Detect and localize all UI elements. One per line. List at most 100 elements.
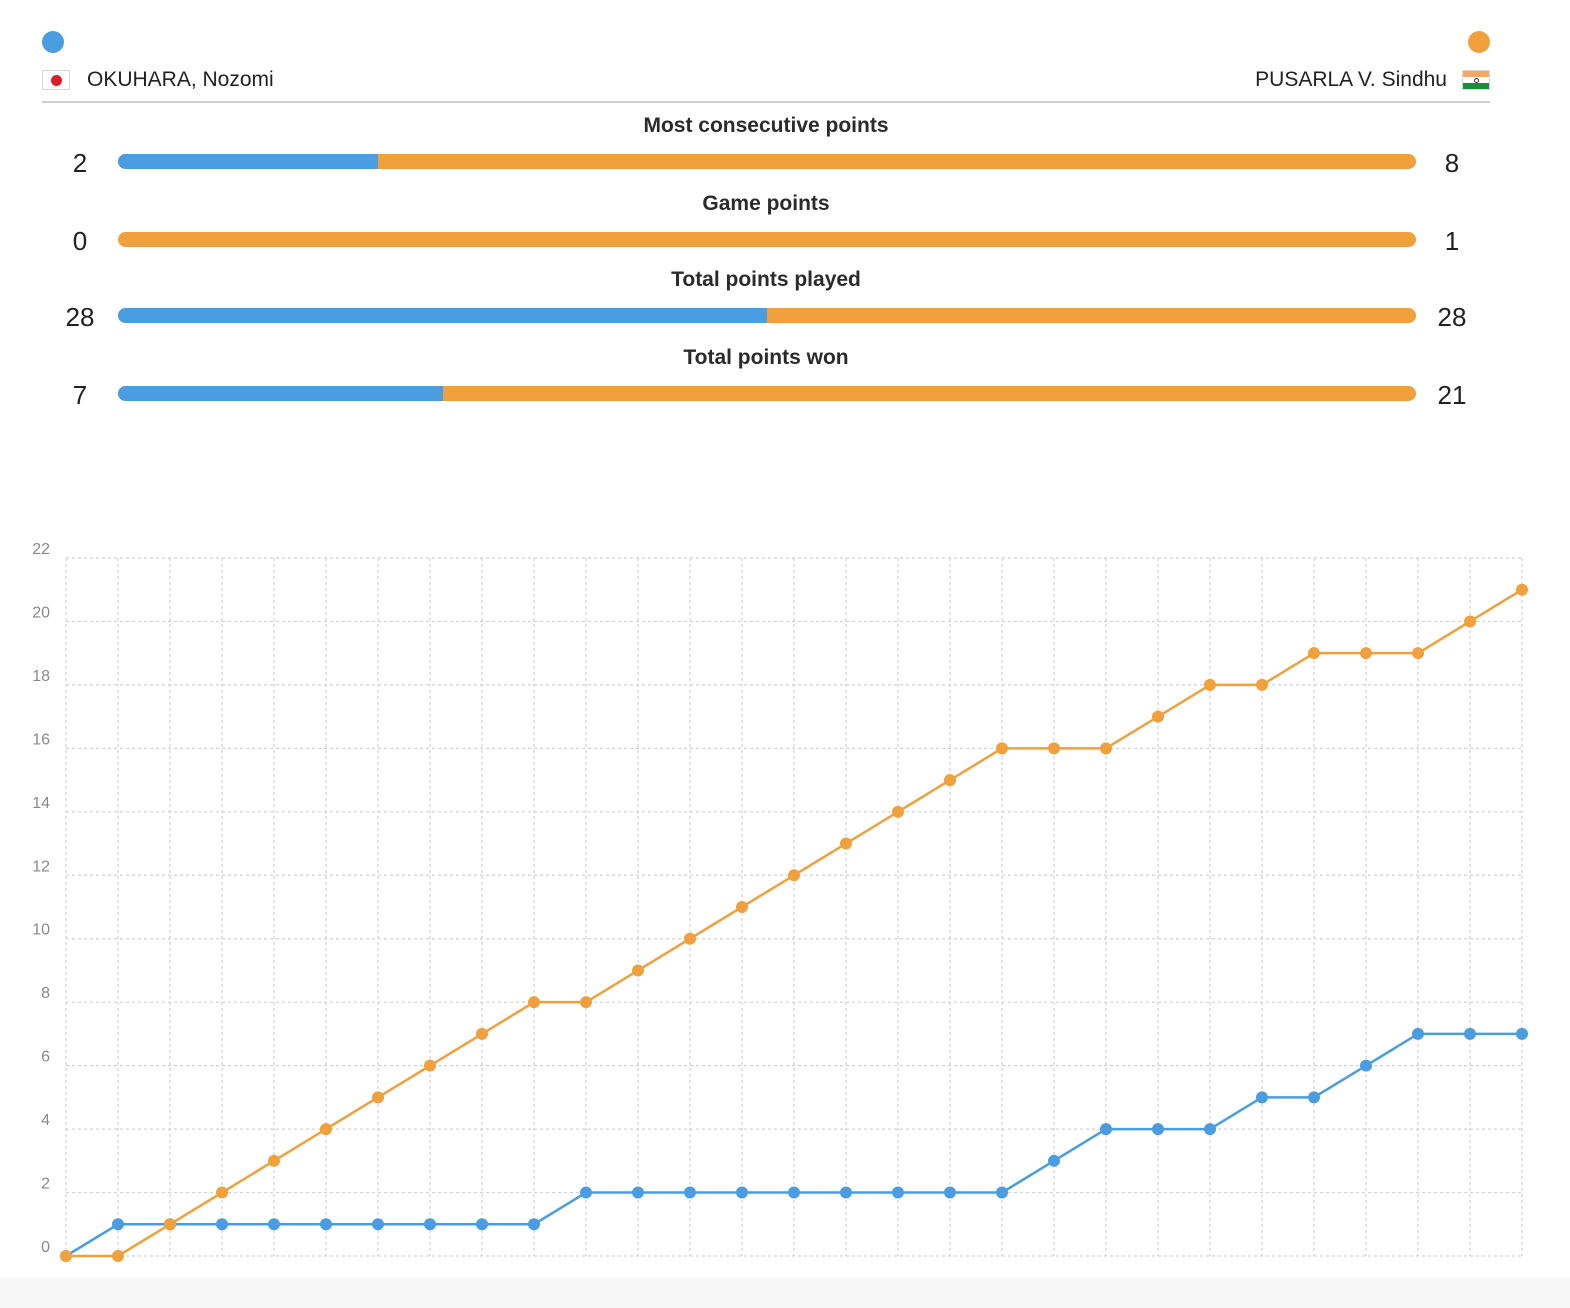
series-1-point (216, 1218, 228, 1231)
series-2-point (372, 1091, 384, 1104)
y-tick-label: 22 (32, 541, 50, 558)
series-2-point (60, 1250, 72, 1262)
player-left-color-dot (42, 31, 64, 53)
series-2-point (840, 837, 852, 850)
footer-band (0, 1278, 1570, 1308)
y-tick-label: 20 (32, 604, 50, 621)
series-line-1 (65, 1032, 1522, 1258)
stat-right-value: 1 (1444, 226, 1460, 256)
stat-bar-left-fill (118, 308, 767, 323)
series-2-point (1464, 615, 1476, 628)
series-2-point (164, 1218, 176, 1231)
player-left: OKUHARA, Nozomi (42, 66, 274, 94)
series-1-point (1152, 1123, 1164, 1136)
stat-bar (118, 386, 1416, 401)
series-1-point (1360, 1059, 1372, 1072)
series-2-point (268, 1154, 280, 1167)
series-2-point (320, 1123, 332, 1136)
series-2-point (1308, 647, 1320, 660)
series-1-point (424, 1218, 436, 1231)
y-tick-label: 18 (32, 668, 50, 685)
stat-title: Game points (702, 192, 830, 215)
series-1-point (996, 1186, 1008, 1199)
series-2-point (1516, 583, 1528, 596)
series-2-point (1100, 742, 1112, 755)
series-2-point (528, 996, 540, 1009)
series-2-point (216, 1186, 228, 1199)
series-2-point (944, 774, 956, 787)
stat-title: Most consecutive points (643, 114, 889, 137)
series-2-point (788, 869, 800, 882)
stat-right-value: 21 (1437, 380, 1467, 410)
series-1-point (372, 1218, 384, 1231)
series-1-point (840, 1186, 852, 1199)
series-2-point (1256, 678, 1268, 691)
series-1-point (1516, 1027, 1528, 1040)
y-tick-label: 14 (32, 795, 50, 812)
stat-bar (118, 308, 1416, 323)
series-1-point (1100, 1123, 1112, 1136)
stat-row: Total points played 28 28 (0, 268, 1570, 348)
stat-bar (118, 154, 1416, 169)
series-2-point (1152, 710, 1164, 723)
stat-bar-left-fill (118, 386, 443, 401)
series-1-point (580, 1186, 592, 1199)
series-1-point (1464, 1027, 1476, 1040)
series-1-point (1204, 1123, 1216, 1136)
series-1-point (320, 1218, 332, 1231)
y-tick-label: 2 (41, 1176, 50, 1193)
series-2-point (996, 742, 1008, 755)
series-2-point (1204, 678, 1216, 691)
series-1-point (1412, 1027, 1424, 1040)
series-line-2 (66, 588, 1523, 1258)
stat-bar (118, 232, 1416, 247)
series-2-point (684, 932, 696, 945)
stat-left-value: 0 (72, 226, 88, 256)
series-1-point (944, 1186, 956, 1199)
y-tick-label: 16 (32, 731, 50, 748)
y-tick-label: 10 (32, 922, 50, 939)
header-divider (42, 101, 1490, 103)
y-tick-label: 8 (41, 985, 50, 1002)
japan-flag-icon (42, 70, 70, 90)
series-1-point (788, 1186, 800, 1199)
player-left-name: OKUHARA, Nozomi (87, 68, 274, 91)
series-1-point (736, 1186, 748, 1199)
y-tick-label: 12 (32, 858, 50, 875)
series-1-point (892, 1186, 904, 1199)
player-right-color-dot (1468, 31, 1490, 53)
stat-title: Total points won (683, 346, 849, 369)
stat-title: Total points played (671, 268, 861, 291)
series-1-point (476, 1218, 488, 1231)
india-flag-icon (1462, 70, 1490, 90)
stat-left-value: 28 (65, 302, 95, 332)
series-2-point (476, 1027, 488, 1040)
stat-left-value: 2 (72, 148, 88, 178)
series-1-point (1256, 1091, 1268, 1104)
series-1-point (1048, 1154, 1060, 1167)
series-2-point (112, 1250, 124, 1262)
score-progression-chart: 0 2 4 6 8 10 12 14 16 18 20 22 (32, 541, 1528, 1262)
stat-left-value: 7 (72, 380, 88, 410)
stat-row: Total points won 7 21 (0, 346, 1570, 426)
series-2-point (424, 1059, 436, 1072)
stat-right-value: 28 (1437, 302, 1467, 332)
series-1-point (632, 1186, 644, 1199)
series-2-point (1048, 742, 1060, 755)
series-1-point (112, 1218, 124, 1231)
player-right: PUSARLA V. Sindhu (1255, 66, 1490, 94)
series-1-point (268, 1218, 280, 1231)
y-tick-label: 6 (41, 1049, 50, 1066)
stat-row: Most consecutive points 2 8 (0, 114, 1570, 194)
stat-bar-left-fill (118, 154, 378, 169)
player-right-name: PUSARLA V. Sindhu (1255, 68, 1447, 91)
series-1-point (1308, 1091, 1320, 1104)
series-1-point (684, 1186, 696, 1199)
series-2-point (892, 805, 904, 818)
series-2-point (1360, 647, 1372, 660)
series-2-point (736, 901, 748, 913)
y-tick-label: 0 (41, 1239, 50, 1256)
stat-row: Game points 0 1 (0, 192, 1570, 272)
y-tick-label: 4 (41, 1112, 50, 1129)
series-1-point (528, 1218, 540, 1231)
